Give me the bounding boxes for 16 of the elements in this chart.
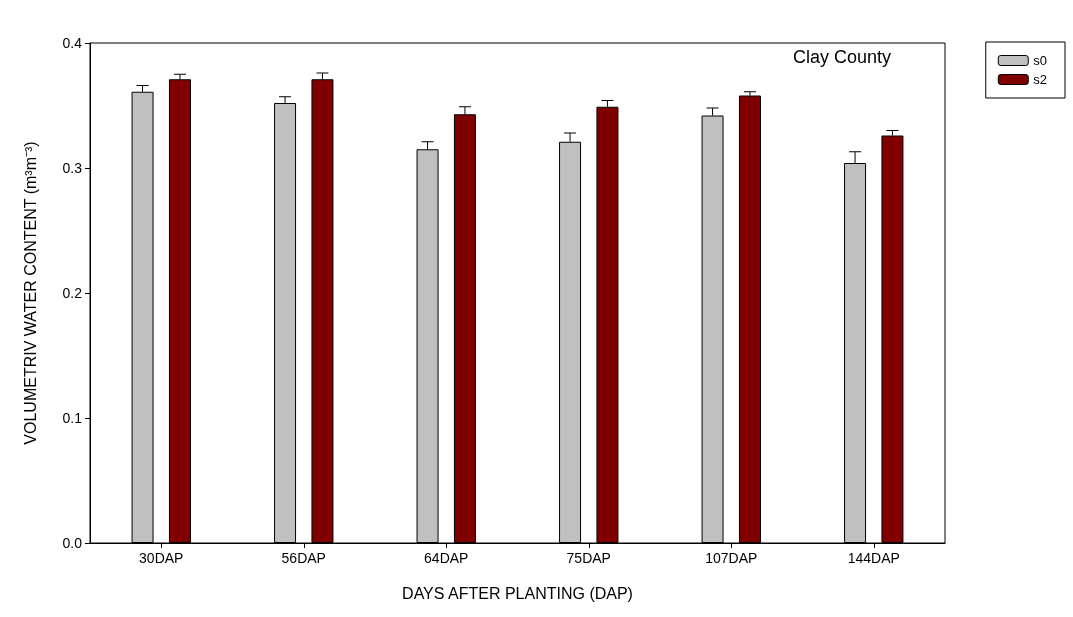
y-tick-label: 0.1	[62, 410, 83, 426]
x-tick-label: 75DAP	[566, 550, 611, 566]
y-tick-label: 0.3	[62, 160, 83, 176]
x-tick-label: 144DAP	[847, 550, 900, 566]
x-tick-label: 30DAP	[139, 550, 184, 566]
legend-label: s2	[1033, 72, 1047, 87]
annotation: Clay County	[792, 47, 891, 67]
y-axis-title: VOLUMETRIV WATER CONTENT (m³m⁻³)	[21, 141, 39, 445]
x-tick-label: 64DAP	[424, 550, 469, 566]
x-tick-label: 56DAP	[281, 550, 326, 566]
x-tick-label: 107DAP	[705, 550, 758, 566]
legend-label: s0	[1033, 53, 1047, 68]
y-tick-label: 0.2	[62, 285, 83, 301]
x-axis-title: DAYS AFTER PLANTING (DAP)	[402, 584, 633, 602]
y-tick-label: 0.0	[62, 535, 83, 551]
y-tick-label: 0.4	[62, 35, 83, 51]
